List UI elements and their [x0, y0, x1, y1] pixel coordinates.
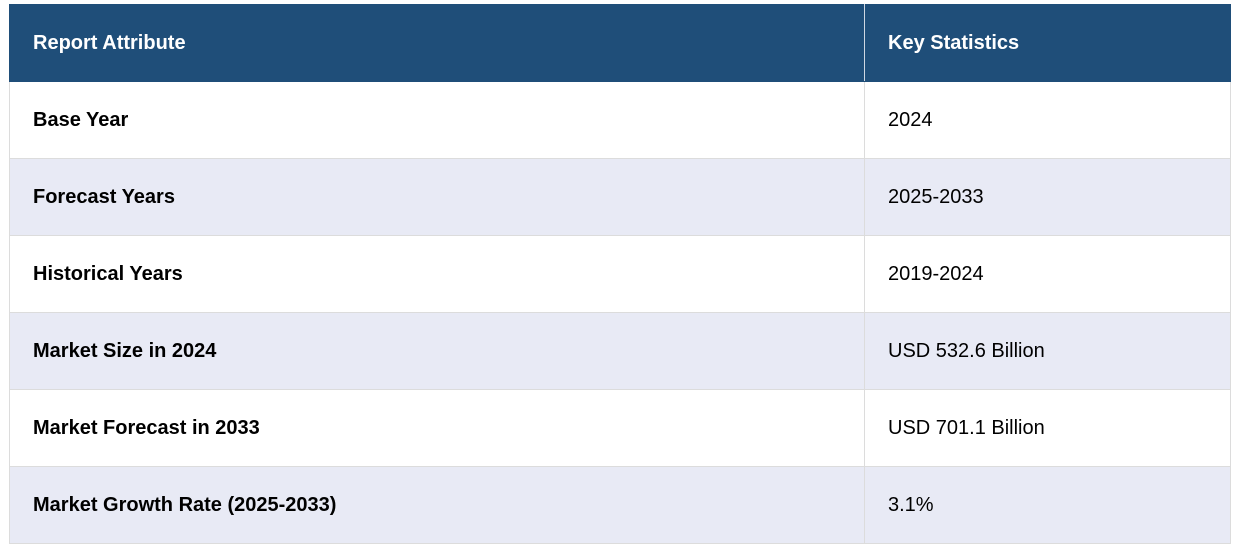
attribute-cell: Forecast Years: [9, 158, 865, 236]
table-row: Base Year 2024: [9, 81, 1231, 159]
value-cell: 2025-2033: [864, 158, 1231, 236]
table-row: Historical Years 2019-2024: [9, 235, 1231, 313]
table-row: Market Growth Rate (2025-2033) 3.1%: [9, 466, 1231, 544]
attribute-cell: Market Forecast in 2033: [9, 389, 865, 467]
table-row: Market Forecast in 2033 USD 701.1 Billion: [9, 389, 1231, 467]
table-header: Report Attribute Key Statistics: [9, 4, 1231, 82]
header-cell: Key Statistics: [864, 4, 1231, 82]
attribute-cell: Historical Years: [9, 235, 865, 313]
attribute-cell: Market Growth Rate (2025-2033): [9, 466, 865, 544]
table-body: Base Year 2024 Forecast Years 2025-2033 Hist…: [9, 81, 1231, 544]
attribute-cell: Market Size in 2024: [9, 312, 865, 390]
value-cell: 2024: [864, 81, 1231, 159]
attribute-cell: Base Year: [9, 81, 865, 159]
table-row: Forecast Years 2025-2033: [9, 158, 1231, 236]
header-cell: Report Attribute: [9, 4, 865, 82]
table-row: Market Size in 2024 USD 532.6 Billion: [9, 312, 1231, 390]
stats-table: Report Attribute Key Statistics Base Year…: [9, 4, 1231, 544]
value-cell: 2019-2024: [864, 235, 1231, 313]
value-cell: USD 532.6 Billion: [864, 312, 1231, 390]
header-row: Report Attribute Key Statistics: [9, 4, 1231, 82]
value-cell: USD 701.1 Billion: [864, 389, 1231, 467]
value-cell: 3.1%: [864, 466, 1231, 544]
